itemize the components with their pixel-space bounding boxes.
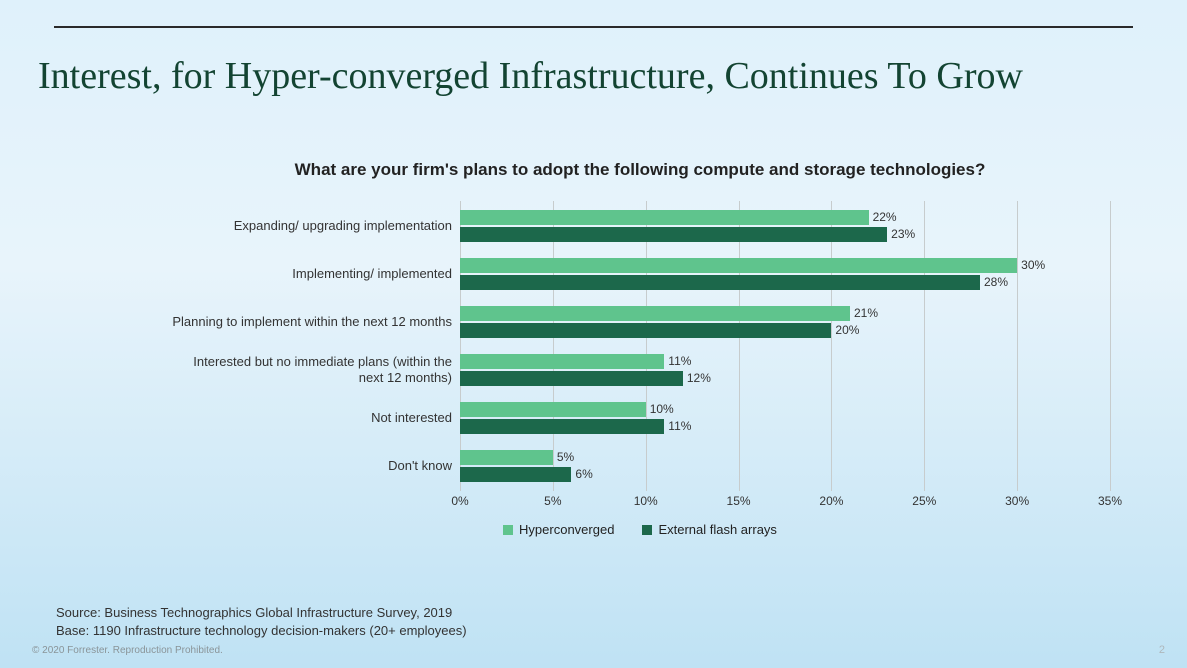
category-label: Interested but no immediate plans (withi… — [170, 354, 460, 385]
top-rule — [54, 26, 1133, 28]
tick-label: 35% — [1098, 494, 1122, 508]
chart-row: Planning to implement within the next 12… — [170, 298, 1110, 346]
legend-item: External flash arrays — [642, 522, 777, 537]
value-label: 11% — [668, 419, 691, 433]
gridline — [1110, 201, 1111, 491]
copyright: © 2020 Forrester. Reproduction Prohibite… — [32, 645, 223, 656]
bars-cell: 30% 28% — [460, 250, 1110, 298]
x-axis-ticks: 0%5%10%15%20%25%30%35% — [460, 490, 1110, 514]
bar — [460, 467, 571, 482]
category-label: Expanding/ upgrading implementation — [170, 218, 460, 234]
category-label: Don't know — [170, 458, 460, 474]
value-label: 28% — [984, 275, 1008, 289]
x-axis: 0%5%10%15%20%25%30%35% — [170, 490, 1110, 514]
chart-row: Expanding/ upgrading implementation22%23… — [170, 202, 1110, 250]
value-label: 22% — [873, 210, 897, 224]
legend-label: External flash arrays — [658, 522, 777, 537]
bar — [460, 306, 850, 321]
bar — [460, 402, 646, 417]
value-label: 10% — [650, 402, 674, 416]
value-label: 6% — [575, 467, 592, 481]
bar — [460, 210, 869, 225]
page-title: Interest, for Hyper-converged Infrastruc… — [38, 54, 1023, 98]
bars-cell: 10%11% — [460, 394, 1110, 442]
source-line: Source: Business Technographics Global I… — [56, 604, 467, 622]
bar — [460, 371, 683, 386]
legend-swatch — [642, 525, 652, 535]
footer-notes: Source: Business Technographics Global I… — [56, 604, 467, 640]
chart-legend: Hyperconverged External flash arrays — [170, 522, 1110, 537]
legend-swatch — [503, 525, 513, 535]
bar — [460, 450, 553, 465]
tick-label: 10% — [634, 494, 658, 508]
bar — [460, 323, 831, 338]
chart-row: Not interested10%11% — [170, 394, 1110, 442]
value-label: 11% — [668, 354, 691, 368]
bar — [460, 227, 887, 242]
value-label: 5% — [557, 450, 574, 464]
tick-label: 25% — [912, 494, 936, 508]
bars-cell: 21%20% — [460, 298, 1110, 346]
chart-plot: Expanding/ upgrading implementation22%23… — [170, 202, 1110, 490]
chart-title: What are your firm's plans to adopt the … — [170, 160, 1110, 180]
tick-label: 30% — [1005, 494, 1029, 508]
value-label: 20% — [835, 323, 859, 337]
chart-row: Interested but no immediate plans (withi… — [170, 346, 1110, 394]
base-line: Base: 1190 Infrastructure technology dec… — [56, 622, 467, 640]
chart-row: Don't know5%6% — [170, 442, 1110, 490]
legend-item: Hyperconverged — [503, 522, 614, 537]
tick-label: 20% — [819, 494, 843, 508]
bar — [460, 419, 664, 434]
bars-cell: 5%6% — [460, 442, 1110, 490]
chart-row: Implementing/ implemented 30% 28% — [170, 250, 1110, 298]
chart: What are your firm's plans to adopt the … — [170, 160, 1110, 537]
bar — [460, 275, 980, 290]
tick-label: 0% — [451, 494, 468, 508]
category-label: Not interested — [170, 410, 460, 426]
value-label: 12% — [687, 371, 711, 385]
page-number: 2 — [1159, 644, 1165, 656]
value-label: 23% — [891, 227, 915, 241]
tick-label: 5% — [544, 494, 561, 508]
bars-cell: 22%23% — [460, 202, 1110, 250]
legend-label: Hyperconverged — [519, 522, 614, 537]
value-label: 21% — [854, 306, 878, 320]
category-label: Planning to implement within the next 12… — [170, 314, 460, 330]
value-label: 30% — [1021, 258, 1045, 272]
bars-cell: 11%12% — [460, 346, 1110, 394]
category-label: Implementing/ implemented — [170, 266, 460, 282]
tick-label: 15% — [727, 494, 751, 508]
bar — [460, 354, 664, 369]
bar — [460, 258, 1017, 273]
